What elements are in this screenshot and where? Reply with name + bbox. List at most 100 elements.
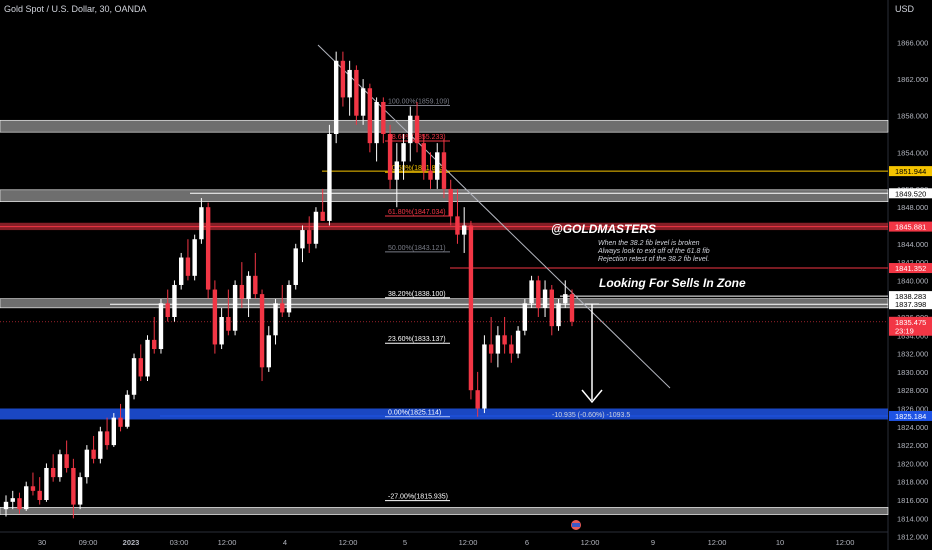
fib-level-label: 61.80%(1847.034) (388, 209, 446, 216)
candle-body (394, 161, 400, 180)
price-label-box (889, 188, 932, 199)
candle-body (408, 115, 413, 144)
candle-body (536, 280, 541, 308)
candle-body (414, 115, 420, 144)
y-tick-label: 1826.000 (897, 405, 928, 414)
candle-body (428, 170, 433, 180)
candle-body (488, 344, 494, 354)
candle-body (569, 294, 575, 322)
candle-body (549, 289, 554, 327)
candle-body (286, 284, 292, 313)
fib-level-label: 23.60%(1833.137) (388, 336, 446, 343)
candle-body (421, 143, 426, 171)
candle-body (172, 284, 177, 317)
candle-body (111, 417, 117, 446)
price-label-text: 1849.520 (895, 189, 926, 198)
candle-body (367, 88, 373, 144)
candle-body (313, 211, 319, 244)
candle-body (327, 134, 332, 221)
y-tick-label: 1854.000 (897, 148, 928, 157)
candle-body (138, 358, 143, 377)
candle-body (253, 275, 258, 295)
candle-body (360, 88, 366, 116)
candle-body (205, 207, 211, 290)
candle-body (333, 60, 339, 134)
y-tick-label: 1866.000 (897, 39, 928, 48)
candle-body (522, 303, 528, 331)
candle-body (259, 294, 265, 368)
fib-level-label: 0.00%(1825.114) (388, 410, 441, 417)
y-tick-label: 1832.000 (897, 350, 928, 359)
zone-band (0, 507, 889, 515)
symbol-info: Gold Spot / U.S. Dollar, 30, OANDA (4, 4, 147, 14)
candle-body (212, 289, 218, 345)
candle-body (199, 207, 204, 240)
zone-band (0, 298, 889, 309)
x-tick-label: 6 (525, 538, 529, 547)
candle-body (266, 335, 271, 368)
candle-body (178, 257, 184, 285)
price-label-box (889, 410, 932, 421)
price-label-box (889, 166, 932, 177)
candle-body (192, 239, 197, 276)
candle-body (246, 275, 251, 299)
candle-body (37, 490, 42, 500)
x-tick-label: 12:00 (339, 538, 358, 547)
currency-label: USD (895, 4, 915, 14)
y-tick-label: 1824.000 (897, 423, 928, 432)
candle-body (64, 454, 69, 468)
x-tick-label: 2023 (123, 538, 140, 547)
event-flag-icon-band (572, 523, 580, 527)
candle-body (273, 303, 278, 336)
candle-body (542, 289, 548, 308)
fib-level-label: 70.50%(1851.823) (388, 165, 446, 172)
candle-body (84, 449, 90, 478)
candle-body (435, 152, 440, 180)
price-label-text: 1835.475 (895, 318, 926, 327)
candle-body (300, 230, 305, 249)
candle-body (10, 498, 15, 502)
candle-body (17, 498, 22, 510)
y-tick-label: 1830.000 (897, 368, 928, 377)
zone-band (0, 408, 888, 420)
y-tick-label: 1844.000 (897, 240, 928, 249)
x-tick-label: 9 (651, 538, 655, 547)
y-tick-label: 1828.000 (897, 386, 928, 395)
x-tick-label: 12:00 (218, 538, 237, 547)
x-tick-label: 30 (38, 538, 46, 547)
candle-body (556, 303, 561, 327)
price-label-text: 1837.398 (895, 300, 926, 309)
y-tick-label: 1812.000 (897, 533, 928, 542)
candle-body (232, 284, 238, 331)
candle-body (401, 143, 406, 162)
candle-body (185, 257, 191, 276)
fib-level-label: 50.00%(1843.121) (388, 245, 446, 252)
x-tick-label: 5 (403, 538, 407, 547)
candle-body (441, 152, 447, 189)
candle-body (381, 101, 386, 134)
note-line-2: Always look to exit off of the 61.8 fib (598, 248, 710, 255)
candle-body (24, 486, 29, 510)
x-tick-label: 4 (283, 538, 287, 547)
price-label-text: 23:19 (895, 327, 914, 336)
candle-body (461, 225, 467, 235)
candle-body (104, 431, 110, 446)
projection-arrow-head (581, 389, 603, 404)
candle-body (387, 134, 393, 180)
x-tick-label: 09:00 (79, 538, 98, 547)
y-tick-label: 1822.000 (897, 441, 928, 450)
candle-body (468, 225, 474, 391)
candle-body (3, 501, 9, 510)
candle-body (239, 284, 245, 299)
candle-body (495, 335, 501, 354)
price-label-box (889, 316, 932, 327)
candle-body (165, 303, 170, 317)
candle-body (475, 390, 480, 409)
y-tick-label: 1862.000 (897, 75, 928, 84)
candle-body (354, 69, 359, 116)
candle-body (515, 330, 521, 354)
note-line-1: When the 38.2 fib level is broken (598, 240, 700, 247)
price-label-box (889, 263, 932, 274)
y-tick-label: 1834.000 (897, 331, 928, 340)
